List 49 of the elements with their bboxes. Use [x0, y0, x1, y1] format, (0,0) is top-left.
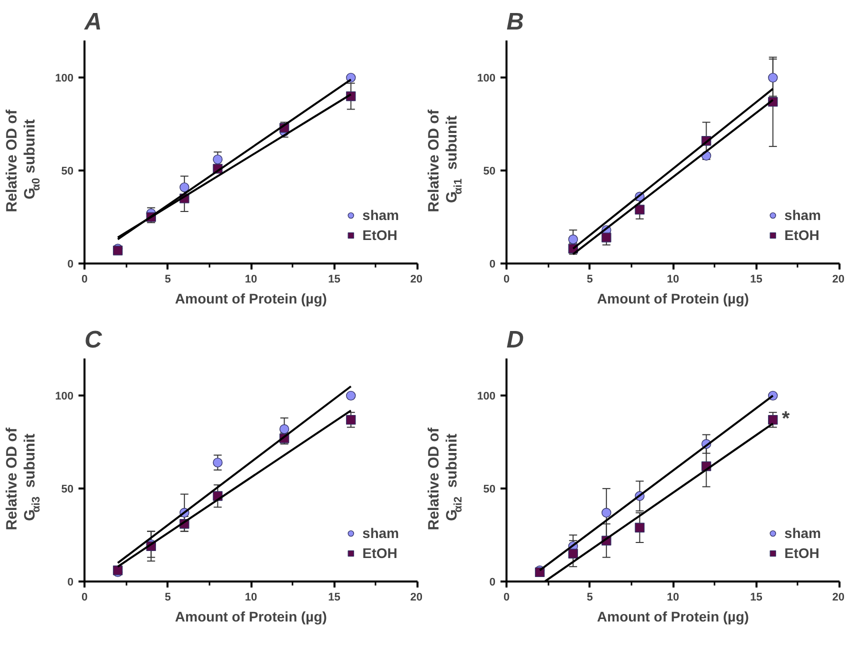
- x-tick-label: 10: [666, 592, 680, 604]
- x-tick-label: 15: [750, 274, 762, 286]
- x-tick-label: 10: [666, 274, 680, 286]
- x-tick-label: 0: [81, 274, 88, 286]
- y-tick-label: 50: [61, 484, 74, 496]
- y-tick-label: 100: [477, 390, 496, 403]
- y-tick-label: 0: [489, 258, 496, 270]
- legend-label: sham: [784, 525, 821, 541]
- chart-title: C: [84, 326, 102, 354]
- x-tick-label: 20: [410, 592, 423, 604]
- x-tick-label: 15: [328, 274, 340, 286]
- y-tick-label: 50: [61, 166, 74, 178]
- legend-label: sham: [784, 207, 821, 223]
- x-axis-title: Amount of Protein (µg): [175, 608, 327, 624]
- x-tick-label: 10: [244, 592, 258, 604]
- chart-title: A: [84, 8, 102, 36]
- x-tick-label: 5: [164, 274, 171, 286]
- x-tick-label: 0: [503, 592, 510, 604]
- x-axis-title: Amount of Protein (µg): [597, 290, 749, 306]
- y-tick-label: 0: [489, 576, 496, 588]
- chart-title: D: [506, 326, 524, 354]
- y-tick-label: 50: [483, 166, 496, 178]
- x-tick-label: 0: [81, 592, 88, 604]
- legend-label: EtOH: [784, 227, 820, 243]
- x-tick-label: 20: [410, 274, 423, 286]
- x-tick-label: 20: [832, 592, 845, 604]
- legend-label: EtOH: [362, 227, 398, 243]
- chart-title: B: [506, 8, 524, 36]
- y-tick-label: 100: [55, 72, 74, 85]
- x-tick-label: 15: [750, 592, 762, 604]
- legend-label: EtOH: [784, 545, 820, 561]
- x-axis-title: Amount of Protein (µg): [597, 608, 749, 624]
- y-tick-label: 100: [477, 72, 496, 85]
- x-tick-label: 10: [244, 274, 258, 286]
- y-tick-label: 50: [483, 484, 496, 496]
- annotation: *: [782, 408, 790, 430]
- x-tick-label: 5: [586, 274, 593, 286]
- x-tick-label: 5: [586, 592, 593, 604]
- y-tick-label: 100: [55, 390, 74, 403]
- legend-label: sham: [362, 207, 399, 223]
- y-tick-label: 0: [67, 576, 74, 588]
- x-tick-label: 15: [328, 592, 340, 604]
- x-tick-label: 0: [503, 274, 510, 286]
- x-axis-title: Amount of Protein (µg): [175, 290, 327, 306]
- legend-label: sham: [362, 525, 399, 541]
- x-tick-label: 20: [832, 274, 845, 286]
- y-tick-label: 0: [67, 258, 74, 270]
- x-tick-label: 5: [164, 592, 171, 604]
- legend-label: EtOH: [362, 545, 398, 561]
